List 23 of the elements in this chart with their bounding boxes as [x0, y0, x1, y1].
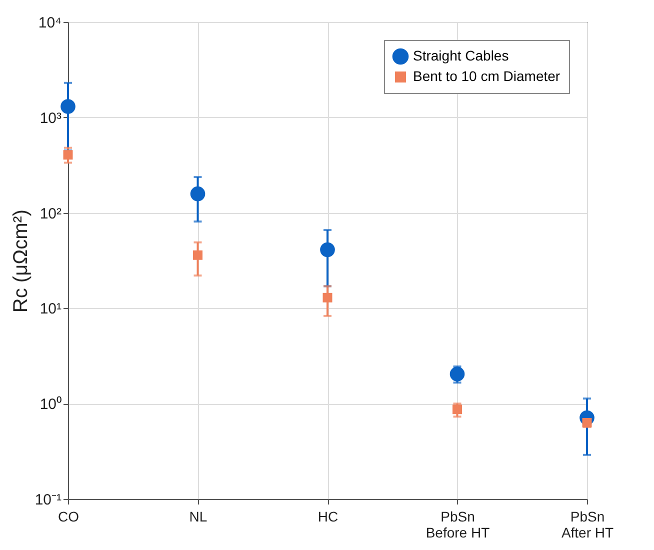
legend-label: Bent to 10 cm Diameter	[413, 68, 560, 84]
y-tick-label: 10⁻¹	[34, 492, 62, 508]
point	[322, 292, 332, 302]
point	[452, 404, 462, 414]
x-tick-label: HC	[318, 508, 338, 524]
point	[582, 418, 592, 428]
x-tick-label: PbSn After HT	[561, 508, 614, 540]
point	[320, 242, 335, 258]
x-tick-label: PbSn Before HT	[426, 508, 490, 540]
x-tick-label: NL	[189, 508, 208, 524]
y-tick-label: 10⁴	[38, 14, 62, 32]
legend-label: Straight Cables	[413, 48, 509, 64]
y-tick-label: 10¹	[40, 300, 62, 318]
point	[450, 366, 465, 382]
y-tick-label: 10⁰	[40, 396, 62, 414]
point	[190, 186, 206, 202]
y-tick-label: 10²	[40, 205, 62, 222]
x-tick-label: CO	[58, 508, 80, 524]
point	[60, 99, 76, 114]
point	[63, 150, 73, 160]
y-axis-title: Rc (μΩcm²)	[10, 209, 32, 313]
y-tick-label: 10³	[40, 110, 62, 127]
point	[193, 250, 202, 260]
